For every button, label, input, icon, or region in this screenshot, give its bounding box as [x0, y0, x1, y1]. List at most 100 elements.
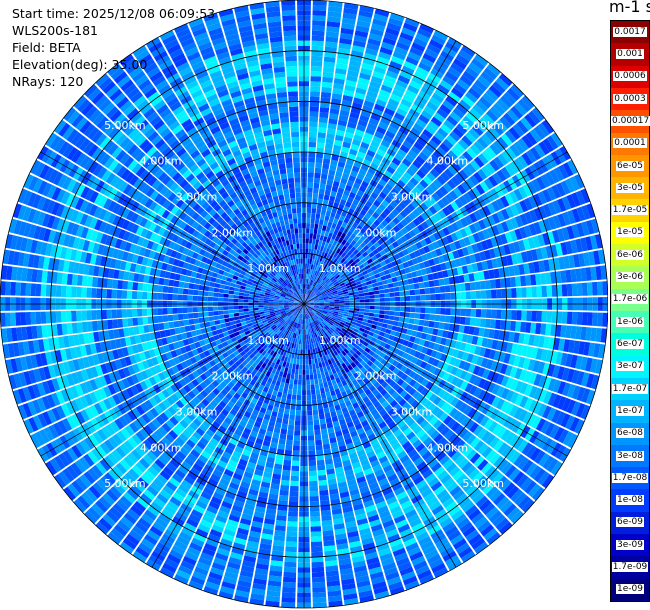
- range-gate-cell: [364, 299, 370, 303]
- range-gate-cell: [425, 307, 431, 314]
- range-gate-cell: [334, 304, 340, 307]
- range-gate-cell: [428, 320, 435, 328]
- range-gate-cell: [288, 363, 293, 369]
- range-gate-cell: [276, 510, 288, 517]
- range-gate-cell: [409, 46, 424, 57]
- range-gate-cell: [365, 127, 376, 136]
- range-gate-cell: [310, 536, 322, 542]
- range-gate-cell: [354, 299, 360, 303]
- range-gate-cell: [330, 211, 336, 218]
- range-gate-cell: [469, 108, 482, 120]
- range-gate-cell: [390, 174, 400, 184]
- range-gate-cell: [353, 134, 363, 142]
- range-gate-cell: [310, 285, 314, 291]
- range-gate-cell: [515, 321, 522, 332]
- range-gate-cell: [399, 210, 408, 219]
- range-gate-cell: [309, 233, 313, 239]
- range-gate-cell: [334, 213, 341, 220]
- range-gate-cell: [501, 288, 507, 299]
- range-gate-cell: [405, 135, 416, 145]
- range-gate-cell: [445, 292, 451, 300]
- range-gate-cell: [306, 212, 311, 219]
- range-gate-cell: [306, 400, 312, 406]
- range-gate-cell: [424, 313, 431, 321]
- range-gate-cell: [311, 394, 317, 400]
- range-gate-cell: [455, 103, 468, 115]
- range-gate-cell: [318, 193, 324, 200]
- range-gate-cell: [384, 75, 397, 84]
- range-gate-cell: [418, 319, 425, 326]
- range-gate-cell: [446, 179, 457, 190]
- range-gate-cell: [314, 265, 318, 271]
- range-gate-cell: [329, 238, 335, 245]
- range-gate-cell: [592, 281, 598, 296]
- range-gate-cell: [318, 413, 325, 420]
- range-gate-cell: [308, 268, 311, 275]
- range-gate-cell: [409, 163, 419, 173]
- range-gate-cell: [340, 177, 348, 185]
- range-gate-cell: [364, 212, 372, 220]
- range-gate-cell: [493, 102, 506, 115]
- range-gate-cell: [307, 192, 313, 198]
- range-gate-cell: [316, 203, 323, 210]
- range-gate-cell: [434, 131, 445, 142]
- range-gate-cell: [489, 106, 502, 119]
- range-gate-cell: [389, 200, 398, 209]
- range-gate-cell: [335, 254, 341, 260]
- range-gate-cell: [396, 107, 408, 117]
- range-gate-cell: [307, 290, 311, 295]
- range-gate-cell: [376, 215, 384, 223]
- range-gate-cell: [314, 172, 321, 179]
- range-gate-cell: [284, 382, 289, 389]
- range-gate-cell: [350, 203, 357, 211]
- range-gate-cell: [317, 255, 321, 261]
- range-gate-cell: [307, 177, 314, 183]
- range-gate-cell: [360, 234, 367, 242]
- range-gate-cell: [313, 288, 318, 293]
- range-gate-cell: [307, 167, 315, 173]
- range-gate-cell: [359, 227, 367, 235]
- range-gate-cell: [305, 294, 308, 300]
- range-gate-cell: [571, 283, 578, 297]
- range-gate-cell: [294, 348, 298, 355]
- range-gate-cell: [295, 369, 299, 375]
- range-gate-cell: [315, 162, 323, 169]
- range-gate-cell: [474, 156, 485, 168]
- range-gate-cell: [321, 86, 332, 93]
- range-gate-cell: [310, 86, 321, 92]
- range-gate-cell: [479, 96, 492, 109]
- range-gate-cell: [450, 292, 456, 300]
- range-gate-cell: [480, 71, 495, 84]
- range-gate-cell: [343, 217, 350, 224]
- range-gate-cell: [427, 43, 441, 55]
- range-gate-cell: [472, 104, 485, 116]
- range-gate-cell: [315, 271, 320, 277]
- range-gate-cell: [419, 133, 430, 143]
- range-gate-cell: [298, 369, 303, 375]
- range-gate-cell: [479, 280, 486, 290]
- range-gate-cell: [489, 279, 496, 289]
- range-gate-cell: [344, 241, 351, 248]
- range-gate-cell: [571, 311, 578, 325]
- range-gate-cell: [345, 126, 356, 134]
- range-gate-cell: [317, 244, 322, 251]
- range-gate-cell: [409, 289, 416, 296]
- range-gate-cell: [280, 479, 290, 486]
- range-gate-cell: [318, 122, 328, 129]
- range-gate-cell: [517, 98, 531, 113]
- range-gate-cell: [353, 294, 360, 298]
- range-gate-cell: [327, 174, 335, 181]
- range-gate-cell: [319, 235, 324, 241]
- range-gate-cell: [304, 324, 306, 330]
- range-gate-cell: [289, 409, 296, 416]
- range-gate-cell: [453, 58, 467, 70]
- range-gate-cell: [311, 269, 314, 275]
- range-gate-cell: [333, 272, 339, 278]
- range-gate-cell: [384, 216, 392, 224]
- range-gate-cell: [313, 373, 318, 380]
- range-gate-cell: [393, 286, 400, 292]
- range-gate-cell: [336, 230, 343, 238]
- range-gate-cell: [384, 195, 393, 204]
- range-gate-cell: [439, 79, 453, 91]
- range-gate-cell: [445, 71, 459, 83]
